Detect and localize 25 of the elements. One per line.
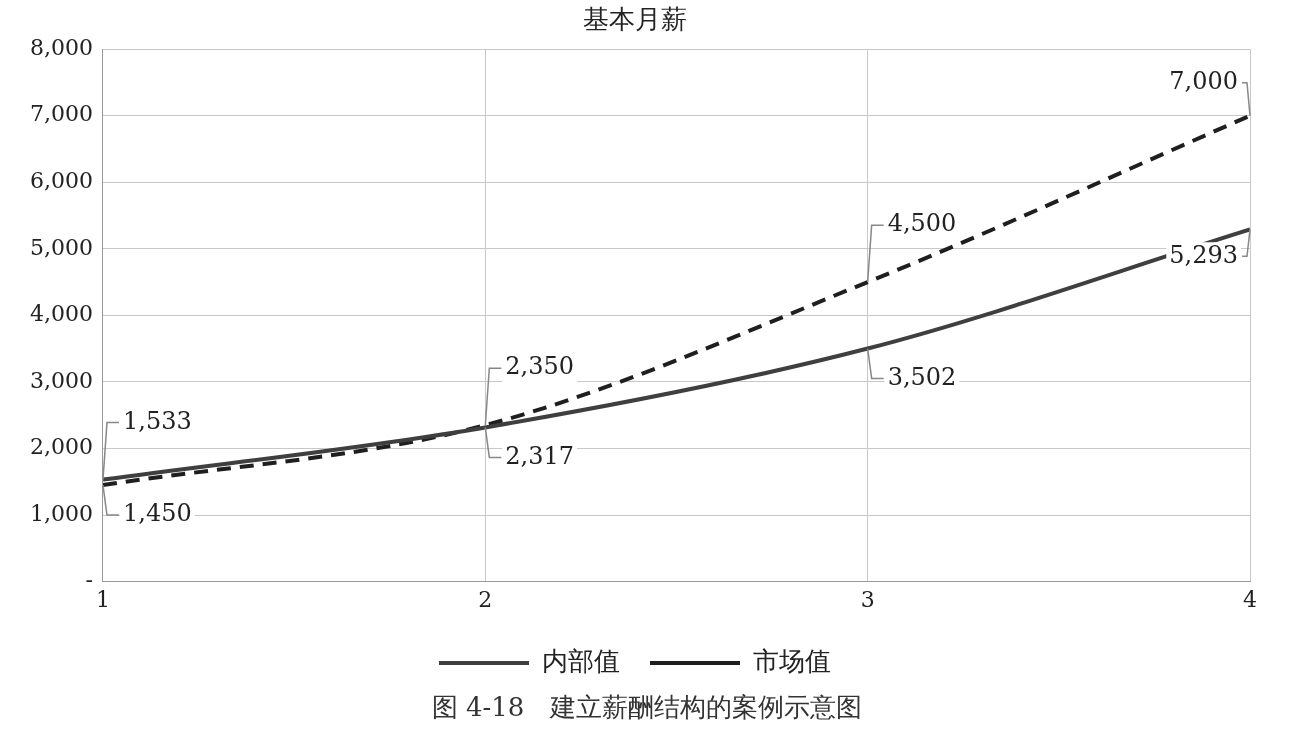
data-label: 4,500 [887, 209, 957, 238]
y-tick-label: 7,000 [30, 101, 93, 127]
data-label: 1,450 [122, 499, 192, 528]
x-tick-label: 2 [478, 586, 493, 612]
y-tick-label: 3,000 [30, 367, 93, 393]
y-tick-label: 4,000 [30, 301, 93, 327]
x-tick-label: 4 [1243, 586, 1257, 612]
y-tick-label: 6,000 [30, 168, 93, 194]
y-tick-label: 2,000 [30, 434, 93, 460]
data-label: 2,317 [505, 441, 575, 470]
legend-label: 市场值 [753, 645, 831, 676]
data-label: 7,000 [1169, 66, 1238, 95]
data-label: 5,293 [1169, 240, 1238, 269]
data-label: 2,350 [505, 352, 575, 381]
chart-title: 基本月薪 [583, 4, 687, 35]
data-label: 1,533 [122, 406, 192, 435]
x-tick-label: 1 [95, 586, 110, 612]
legend-label: 内部值 [542, 645, 620, 676]
y-tick-label: 5,000 [30, 234, 93, 260]
y-tick-label: 1,000 [30, 500, 93, 526]
data-label: 3,502 [887, 362, 957, 391]
y-tick-label: - [85, 567, 93, 593]
caption: 图 4-18 建立薪酬结构的案例示意图 [430, 691, 864, 724]
x-tick-label: 3 [860, 586, 875, 612]
y-tick-label: 8,000 [30, 34, 93, 60]
